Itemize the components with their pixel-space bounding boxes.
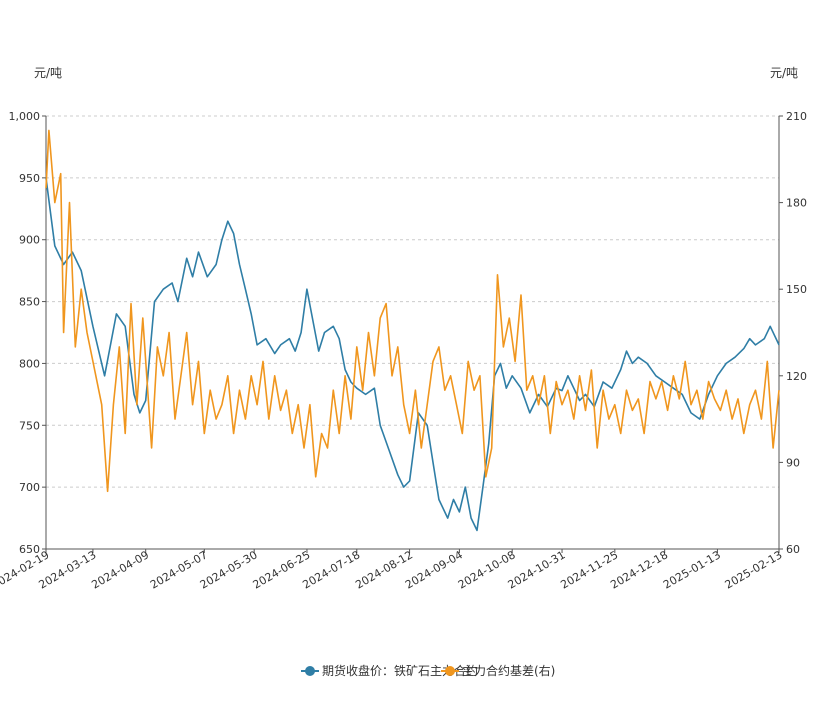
series-line-1 xyxy=(45,129,780,493)
left-tick-label: 700 xyxy=(19,481,40,494)
x-tick-label: 2024-07-18 xyxy=(300,548,362,591)
right-tick-label: 120 xyxy=(786,370,807,383)
right-axis-unit: 元/吨 xyxy=(770,66,798,80)
right-tick-label: 210 xyxy=(786,110,807,123)
series-line-0 xyxy=(45,177,780,532)
legend-label: 主力合约基差(右) xyxy=(462,663,555,678)
right-axis-ticks: 210 180 150 120 90 60 xyxy=(779,110,807,556)
left-tick-label: 900 xyxy=(19,234,40,247)
left-axis-ticks: 1,000 950 900 850 800 750 700 650 xyxy=(9,110,46,556)
legend-item-1[interactable]: 主力合约基差(右) xyxy=(441,663,555,678)
left-tick-label: 1,000 xyxy=(9,110,41,123)
right-tick-label: 60 xyxy=(786,543,800,556)
x-tick-label: 2024-12-18 xyxy=(608,548,670,591)
x-tick-label: 2025-02-13 xyxy=(723,548,785,591)
left-tick-label: 850 xyxy=(19,296,40,309)
x-axis-ticks: 2024-02-192024-03-132024-04-092024-05-07… xyxy=(0,548,785,591)
left-tick-label: 650 xyxy=(19,543,40,556)
left-tick-label: 800 xyxy=(19,357,40,370)
right-tick-label: 90 xyxy=(786,456,800,469)
legend-marker xyxy=(305,666,315,676)
x-tick-label: 2024-04-09 xyxy=(89,548,151,591)
right-tick-label: 180 xyxy=(786,197,807,210)
right-tick-label: 150 xyxy=(786,283,807,296)
grid-lines xyxy=(46,115,779,488)
left-axis-unit: 元/吨 xyxy=(34,66,62,80)
legend-marker xyxy=(445,666,455,676)
x-tick-label: 2025-01-13 xyxy=(661,548,723,591)
x-tick-label: 2024-05-30 xyxy=(198,548,260,591)
left-tick-label: 950 xyxy=(19,172,40,185)
series-layer xyxy=(45,129,780,532)
axes xyxy=(45,116,780,550)
legend-item-0[interactable]: 期货收盘价：铁矿石主力合约 xyxy=(301,663,478,678)
legend-label: 期货收盘价：铁矿石主力合约 xyxy=(322,663,478,678)
left-tick-label: 750 xyxy=(19,419,40,432)
